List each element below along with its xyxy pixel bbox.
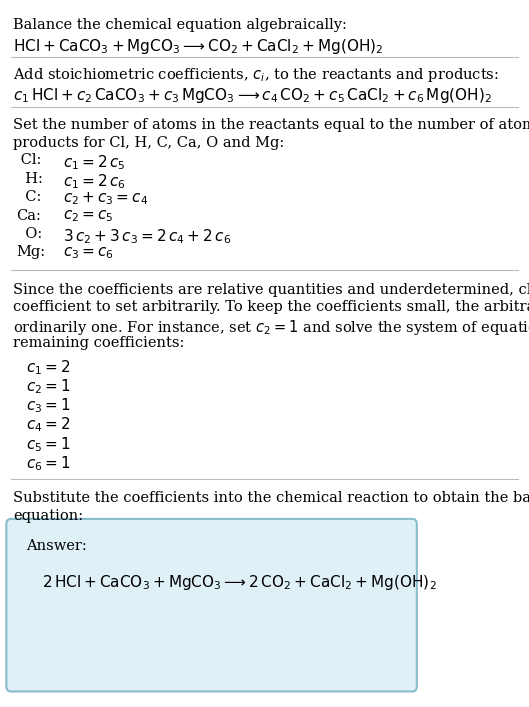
- Text: coefficient to set arbitrarily. To keep the coefficients small, the arbitrary va: coefficient to set arbitrarily. To keep …: [13, 300, 529, 315]
- FancyBboxPatch shape: [6, 519, 417, 691]
- Text: $c_1 = 2$: $c_1 = 2$: [26, 358, 71, 377]
- Text: Add stoichiometric coefficients, $c_i$, to the reactants and products:: Add stoichiometric coefficients, $c_i$, …: [13, 66, 499, 84]
- Text: Balance the chemical equation algebraically:: Balance the chemical equation algebraica…: [13, 18, 347, 32]
- Text: ordinarily one. For instance, set $c_2 = 1$ and solve the system of equations fo: ordinarily one. For instance, set $c_2 =…: [13, 318, 529, 337]
- Text: $3\,c_2 + 3\,c_3 = 2\,c_4 + 2\,c_6$: $3\,c_2 + 3\,c_3 = 2\,c_4 + 2\,c_6$: [63, 227, 232, 245]
- Text: remaining coefficients:: remaining coefficients:: [13, 336, 185, 350]
- Text: H:: H:: [16, 172, 43, 186]
- Text: Ca:: Ca:: [16, 209, 41, 223]
- Text: $2\,\mathrm{HCl} + \mathrm{CaCO_3} + \mathrm{MgCO_3} \longrightarrow 2\,\mathrm{: $2\,\mathrm{HCl} + \mathrm{CaCO_3} + \ma…: [42, 573, 437, 592]
- Text: $c_3 = 1$: $c_3 = 1$: [26, 397, 71, 415]
- Text: $c_1 = 2\,c_5$: $c_1 = 2\,c_5$: [63, 153, 126, 172]
- Text: $c_5 = 1$: $c_5 = 1$: [26, 435, 71, 453]
- Text: Answer:: Answer:: [26, 539, 87, 553]
- Text: Since the coefficients are relative quantities and underdetermined, choose a: Since the coefficients are relative quan…: [13, 283, 529, 297]
- Text: O:: O:: [16, 227, 42, 241]
- Text: C:: C:: [16, 190, 41, 204]
- Text: products for Cl, H, C, Ca, O and Mg:: products for Cl, H, C, Ca, O and Mg:: [13, 136, 285, 150]
- Text: equation:: equation:: [13, 509, 84, 523]
- Text: $c_2 = c_5$: $c_2 = c_5$: [63, 209, 114, 224]
- Text: Set the number of atoms in the reactants equal to the number of atoms in the: Set the number of atoms in the reactants…: [13, 118, 529, 132]
- Text: $c_1\,\mathrm{HCl} + c_2\,\mathrm{CaCO_3} + c_3\,\mathrm{MgCO_3} \longrightarrow: $c_1\,\mathrm{HCl} + c_2\,\mathrm{CaCO_3…: [13, 86, 492, 105]
- Text: $c_6 = 1$: $c_6 = 1$: [26, 454, 71, 472]
- Text: $c_1 = 2\,c_6$: $c_1 = 2\,c_6$: [63, 172, 126, 190]
- Text: Substitute the coefficients into the chemical reaction to obtain the balanced: Substitute the coefficients into the che…: [13, 491, 529, 506]
- Text: $c_2 + c_3 = c_4$: $c_2 + c_3 = c_4$: [63, 190, 149, 207]
- Text: $\mathrm{HCl} + \mathrm{CaCO_3} + \mathrm{MgCO_3} \longrightarrow \mathrm{CO_2} : $\mathrm{HCl} + \mathrm{CaCO_3} + \mathr…: [13, 37, 384, 56]
- Text: Mg:: Mg:: [16, 245, 45, 259]
- Text: $c_3 = c_6$: $c_3 = c_6$: [63, 245, 114, 261]
- Text: $c_4 = 2$: $c_4 = 2$: [26, 416, 71, 434]
- Text: $c_2 = 1$: $c_2 = 1$: [26, 378, 71, 396]
- Text: Cl:: Cl:: [16, 153, 41, 168]
